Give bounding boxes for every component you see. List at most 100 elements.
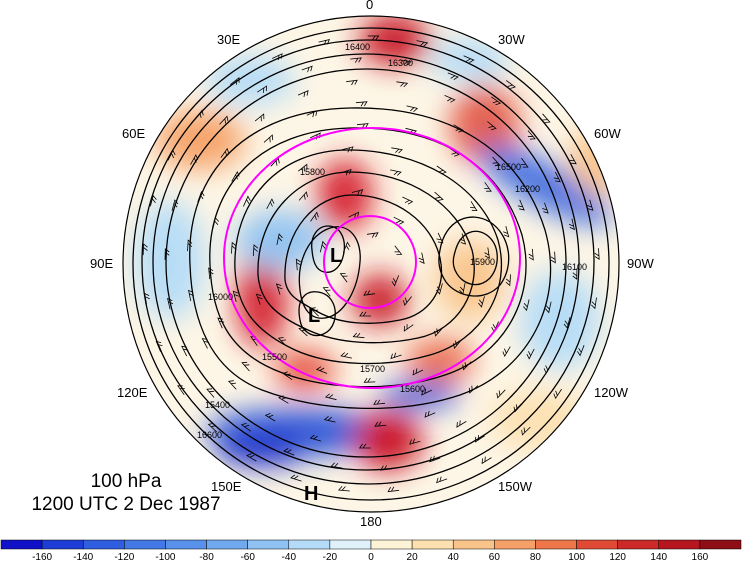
wind-barb [342, 241, 351, 253]
contour-label: 16600 [197, 430, 222, 440]
wind-barb [350, 57, 362, 63]
longitude-label-group: 0 30W 60W 90W 120W 150W 180 150E 120E 90… [90, 0, 654, 529]
colorbar-tick-label: 100 [568, 552, 585, 561]
colorbar-swatch [576, 539, 618, 550]
colorbar-swatch [124, 539, 166, 550]
wind-barb [241, 361, 250, 372]
wind-barb [587, 199, 594, 211]
wind-barb [391, 275, 400, 287]
wind-barb [470, 201, 478, 212]
wind-barb [577, 345, 585, 357]
wind-barb [297, 90, 309, 97]
colorbar-swatch [165, 539, 207, 550]
wind-barb [591, 297, 597, 310]
wind-barb [424, 410, 436, 418]
wind-barb [171, 199, 179, 211]
wind-barb [264, 413, 276, 422]
title-block: 100 hPa 1200 UTC 2 Dec 1987 [0, 470, 252, 516]
wind-barb [399, 59, 412, 66]
wind-barb [553, 388, 562, 400]
wind-barb [346, 79, 358, 86]
wind-barb [310, 211, 319, 222]
contour-label: 15700 [360, 364, 385, 374]
contour-label: 15800 [300, 167, 325, 177]
wind-barb [569, 154, 577, 165]
wind-barb [434, 327, 444, 337]
wind-barb [387, 486, 400, 493]
colorbar-swatch [329, 539, 372, 550]
lon-label-90e: 90E [90, 256, 113, 271]
wind-barb [594, 248, 600, 260]
contour-label: 16100 [562, 262, 587, 272]
colorbar-swatch [41, 539, 84, 550]
wind-barb [436, 232, 444, 244]
wind-barb [252, 244, 259, 257]
wind-barb [505, 274, 511, 287]
colorbar-swatch [247, 539, 290, 550]
wind-barb [391, 147, 403, 154]
wind-barb [197, 190, 205, 203]
wind-barb [231, 241, 237, 254]
lon-label-120e: 120E [117, 385, 148, 400]
colorbar-tick-label: -120 [114, 552, 134, 561]
colorbar-swatch [494, 539, 536, 550]
colorbar-tick-label: -100 [155, 552, 175, 561]
wind-barb [572, 268, 578, 280]
colorbar-tick-label: -60 [240, 552, 255, 561]
wind-barb [380, 465, 392, 471]
lon-label-150w: 150W [498, 479, 533, 494]
wind-barb [342, 146, 354, 153]
wind-barb [447, 72, 459, 80]
wind-barb [459, 233, 467, 245]
colorbar-swatch [370, 539, 413, 550]
wind-barb [255, 293, 263, 305]
colorbar-tick-label: -40 [282, 552, 297, 561]
colorbar-tick-label: 120 [609, 552, 626, 561]
wind-barb [390, 352, 402, 360]
wind-barb [318, 39, 330, 46]
wind-barb [298, 327, 308, 337]
wind-barb [164, 248, 170, 260]
wind-barb [150, 194, 157, 207]
wind-barb [513, 403, 523, 413]
wind-barb [543, 363, 552, 374]
wind-barb [298, 191, 308, 201]
wind-barb [484, 182, 492, 192]
wind-barb [306, 110, 318, 118]
wind-barb [452, 339, 462, 349]
wind-barb [363, 377, 376, 383]
contour-label: 16000 [208, 292, 233, 302]
colorbar-tick-label: 60 [489, 552, 501, 561]
wind-barb [207, 423, 217, 433]
pressure-level-title: 100 hPa [90, 471, 162, 492]
pressure-center-group: L L H [304, 245, 342, 505]
wind-barb [394, 245, 403, 255]
wind-barb [527, 130, 536, 140]
lon-label-0: 0 [366, 0, 373, 12]
wind-barb [393, 216, 405, 225]
colorbar-tick-label: 160 [692, 552, 709, 561]
wind-barb [526, 348, 535, 360]
wind-barb [290, 474, 302, 482]
wind-barb [142, 243, 148, 256]
colorbar-swatch [411, 539, 454, 550]
wind-barb [263, 134, 274, 143]
wind-barb [155, 340, 163, 352]
wind-barb [418, 252, 425, 264]
colorbar-tick-label: 0 [368, 552, 374, 561]
wind-barb [502, 346, 511, 357]
contour-label: 15600 [400, 384, 425, 394]
wind-barb [403, 296, 412, 306]
wind-barb [276, 233, 283, 245]
wind-barb [481, 456, 492, 465]
wind-barb [144, 292, 150, 305]
contour-label: 16400 [345, 42, 370, 52]
wind-barb [167, 149, 176, 161]
wind-barb [358, 443, 371, 449]
wind-barb [278, 395, 289, 404]
lon-label-120w: 120W [594, 385, 629, 400]
wind-barb [351, 189, 364, 196]
wind-barb [322, 287, 331, 297]
high-center: H [304, 483, 318, 505]
wind-barb [463, 55, 475, 63]
